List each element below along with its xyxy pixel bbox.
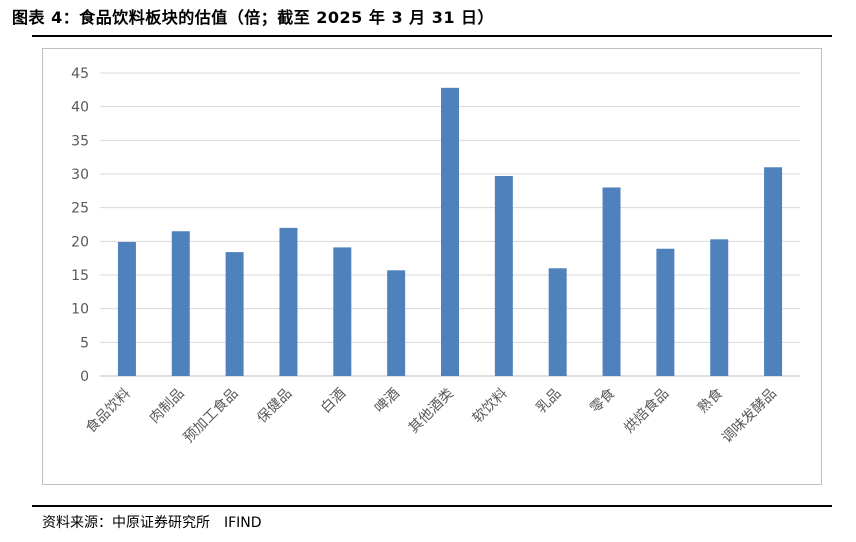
source-label: 资料来源：中原证券研究所: [42, 515, 210, 531]
x-tick-label: 肉制品: [147, 386, 188, 427]
y-tick-label: 35: [71, 133, 89, 149]
x-tick-label: 其他酒类: [406, 386, 457, 437]
bar: [279, 227, 298, 376]
x-tick-label: 白酒: [318, 386, 349, 417]
x-tick-label: 零食: [587, 385, 619, 417]
bar: [441, 87, 459, 377]
bar: [117, 242, 136, 376]
source-note: 资料来源：中原证券研究所 IFIND: [42, 512, 262, 532]
bar: [171, 231, 190, 376]
y-tick-label: 40: [71, 100, 89, 116]
x-tick-label: 预加工食品: [180, 385, 242, 447]
y-tick-label: 0: [80, 369, 89, 385]
bar: [656, 248, 675, 376]
y-tick-label: 45: [71, 66, 89, 82]
x-tick-label: 软饮料: [470, 386, 511, 427]
y-tick-label: 20: [71, 234, 89, 250]
y-tick-label: 5: [80, 335, 89, 351]
bottom-rule: [32, 505, 832, 507]
bars: [117, 87, 783, 377]
x-tick-label: 调味发酵品: [719, 386, 780, 447]
bar: [333, 247, 352, 376]
x-tick-label: 乳品: [533, 386, 564, 417]
y-tick-label: 10: [71, 302, 89, 318]
x-tick-label: 熟食: [694, 385, 726, 417]
chart-frame: [42, 48, 822, 485]
y-tick-label: 15: [71, 268, 89, 284]
top-rule: [32, 35, 832, 37]
figure-title: 图表 4：食品饮料板块的估值（倍；截至 2025 年 3 月 31 日）: [12, 8, 495, 27]
x-tick-label: 烘焙食品: [621, 385, 673, 437]
source-provider: IFIND: [224, 515, 262, 531]
x-tick-label: 食品饮料: [82, 385, 134, 437]
bar: [764, 167, 783, 376]
y-axis-ticks: 0 5 10 15 20 25 30 35 40 45: [71, 66, 89, 385]
bar: [602, 187, 621, 376]
bar: [387, 270, 406, 376]
x-tick-label: 啤酒: [372, 386, 403, 417]
bar: [548, 268, 567, 376]
x-tick-label: 保健品: [254, 386, 295, 427]
bar: [710, 239, 729, 376]
bar: [225, 252, 244, 376]
y-tick-label: 30: [71, 167, 89, 183]
y-tick-label: 25: [71, 201, 89, 217]
bar: [494, 176, 513, 376]
